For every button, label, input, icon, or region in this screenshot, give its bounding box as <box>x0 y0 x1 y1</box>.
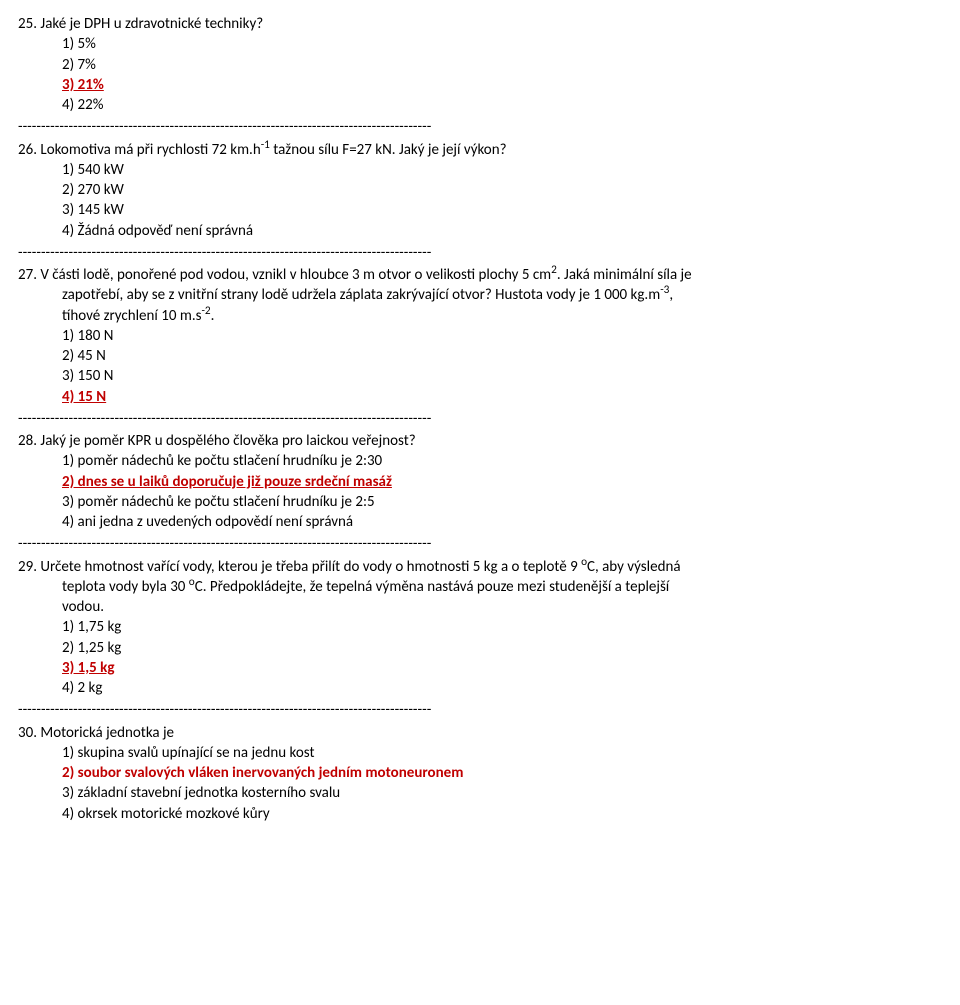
question-26-body: Lokomotiva má při rychlosti 72 km.h-1 ta… <box>40 141 506 159</box>
question-26-text: 26. Lokomotiva má při rychlosti 72 km.h-… <box>18 140 942 160</box>
question-27-line3: tíhové zrychlení 10 m.s-2. <box>62 306 942 326</box>
question-27-number: 27. <box>18 266 37 284</box>
question-29-line3: vodou. <box>62 597 942 617</box>
q29-l2-pre: teplota vody byla 30 <box>62 578 189 596</box>
question-29-opt-4: 4) 2 kg <box>62 678 942 698</box>
q29-l1-post: C, aby výsledná <box>587 558 680 576</box>
q29-l1-pre: Určete hmotnost vařící vody, kterou je t… <box>40 558 581 576</box>
q26-sup1: -1 <box>261 138 270 152</box>
question-27-opt-3: 3) 150 N <box>62 366 942 386</box>
question-25-number: 25. <box>18 15 37 33</box>
question-28-text: 28. Jaký je poměr KPR u dospělého člověk… <box>18 431 942 451</box>
question-26-opt-3: 3) 145 kW <box>62 200 942 220</box>
question-27-opt-2: 2) 45 N <box>62 346 942 366</box>
question-27-options: 1) 180 N 2) 45 N 3) 150 N 4) 15 N <box>62 326 942 407</box>
question-28-opt-4: 4) ani jedna z uvedených odpovědí není s… <box>62 512 942 532</box>
q26-post: tažnou sílu F=27 kN. Jaký je její výkon? <box>270 141 507 159</box>
q27-l1-post: . Jaká minimální síla je <box>557 266 692 284</box>
question-25-body: Jaké je DPH u zdravotnické techniky? <box>40 15 263 33</box>
question-28-opt-2: 2) dnes se u laiků doporučuje již pouze … <box>62 472 942 492</box>
question-26-number: 26. <box>18 141 37 159</box>
separator: ----------------------------------------… <box>18 700 942 720</box>
q27-l3-pre: tíhové zrychlení 10 m.s <box>62 307 201 325</box>
question-29-opt-2: 2) 1,25 kg <box>62 638 942 658</box>
question-26-opt-1: 1) 540 kW <box>62 160 942 180</box>
question-27-line1: V části lodě, ponořené pod vodou, vznikl… <box>40 266 691 284</box>
question-28-number: 28. <box>18 432 37 450</box>
question-30-opt-2: 2) soubor svalových vláken inervovaných … <box>62 763 942 783</box>
question-27-opt-4: 4) 15 N <box>62 387 942 407</box>
question-30-text: 30. Motorická jednotka je <box>18 723 942 743</box>
question-30-number: 30. <box>18 724 37 742</box>
question-28: 28. Jaký je poměr KPR u dospělého člověk… <box>18 431 942 532</box>
question-30-opt-3: 3) základní stavební jednotka kosterního… <box>62 783 942 803</box>
separator: ----------------------------------------… <box>18 534 942 554</box>
question-30-opt-4: 4) okrsek motorické mozkové kůry <box>62 804 942 824</box>
question-29-line2: teplota vody byla 30 oC. Předpokládejte,… <box>62 577 942 597</box>
q27-l3-sup: -2 <box>201 304 210 318</box>
question-30-body: Motorická jednotka je <box>40 724 174 742</box>
q29-l2-post: C. Předpokládejte, že tepelná výměna nas… <box>195 578 670 596</box>
question-29-opt-1: 1) 1,75 kg <box>62 617 942 637</box>
separator: ----------------------------------------… <box>18 409 942 429</box>
question-25-text: 25. Jaké je DPH u zdravotnické techniky? <box>18 14 942 34</box>
question-25-options: 1) 5% 2) 7% 3) 21% 4) 22% <box>62 34 942 115</box>
question-25: 25. Jaké je DPH u zdravotnické techniky?… <box>18 14 942 115</box>
question-28-opt-3: 3) poměr nádechů ke počtu stlačení hrudn… <box>62 492 942 512</box>
question-29-number: 29. <box>18 558 37 576</box>
question-30-opt-1: 1) skupina svalů upínající se na jednu k… <box>62 743 942 763</box>
q27-l2-pre: zapotřebí, aby se z vnitřní strany lodě … <box>62 286 660 304</box>
q27-l2-sup: -3 <box>660 283 669 297</box>
question-29-text: 29. Určete hmotnost vařící vody, kterou … <box>18 557 942 618</box>
question-26: 26. Lokomotiva má při rychlosti 72 km.h-… <box>18 140 942 241</box>
question-26-opt-2: 2) 270 kW <box>62 180 942 200</box>
q27-l1-pre: V části lodě, ponořené pod vodou, vznikl… <box>40 266 551 284</box>
question-26-options: 1) 540 kW 2) 270 kW 3) 145 kW 4) Žádná o… <box>62 160 942 241</box>
q27-l2-post: , <box>669 286 673 304</box>
question-27-line2: zapotřebí, aby se z vnitřní strany lodě … <box>62 285 942 305</box>
question-26-opt-4: 4) Žádná odpověď není správná <box>62 221 942 241</box>
question-28-options: 1) poměr nádechů ke počtu stlačení hrudn… <box>62 451 942 532</box>
question-27-text: 27. V části lodě, ponořené pod vodou, vz… <box>18 265 942 326</box>
q26-pre: Lokomotiva má při rychlosti 72 km.h <box>40 141 260 159</box>
separator: ----------------------------------------… <box>18 243 942 263</box>
question-25-opt-4: 4) 22% <box>62 95 942 115</box>
separator: ----------------------------------------… <box>18 117 942 137</box>
question-25-opt-3: 3) 21% <box>62 75 942 95</box>
q27-l3-post: . <box>211 307 215 325</box>
question-29: 29. Určete hmotnost vařící vody, kterou … <box>18 557 942 699</box>
question-25-opt-2: 2) 7% <box>62 55 942 75</box>
question-29-options: 1) 1,75 kg 2) 1,25 kg 3) 1,5 kg 4) 2 kg <box>62 617 942 698</box>
question-30-options: 1) skupina svalů upínající se na jednu k… <box>62 743 942 824</box>
question-29-opt-3: 3) 1,5 kg <box>62 658 942 678</box>
question-28-opt-1: 1) poměr nádechů ke počtu stlačení hrudn… <box>62 451 942 471</box>
question-29-line1: Určete hmotnost vařící vody, kterou je t… <box>40 558 680 576</box>
question-30: 30. Motorická jednotka je 1) skupina sva… <box>18 723 942 824</box>
question-28-body: Jaký je poměr KPR u dospělého člověka pr… <box>40 432 415 450</box>
question-25-opt-1: 1) 5% <box>62 34 942 54</box>
question-27: 27. V části lodě, ponořené pod vodou, vz… <box>18 265 942 407</box>
question-27-opt-1: 1) 180 N <box>62 326 942 346</box>
